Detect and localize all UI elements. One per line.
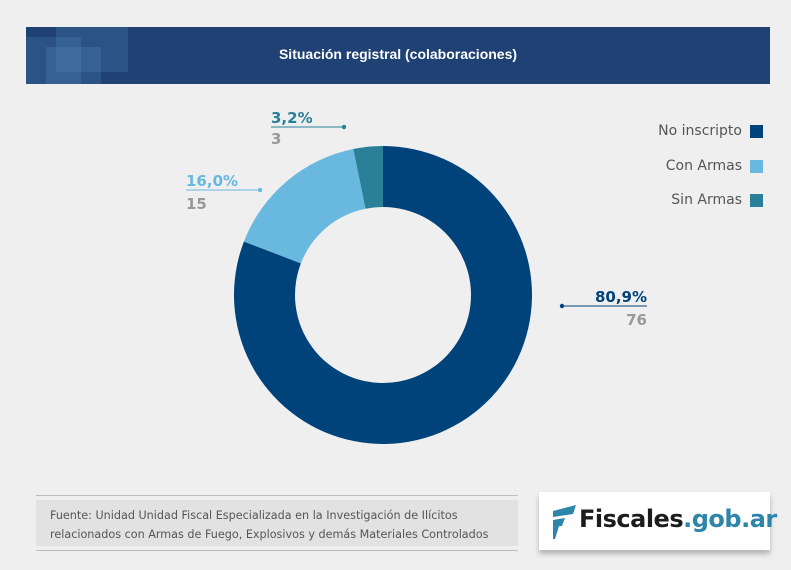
donut-slice-no-inscripto — [233, 146, 532, 444]
legend-item-sin-armas: Sin Armas — [671, 191, 763, 209]
chart-header: Situación registral (colaboraciones) — [26, 27, 770, 84]
legend-label: No inscripto — [658, 123, 742, 139]
logo-text-fiscales: Fiscales — [579, 505, 684, 533]
legend-label: Sin Armas — [671, 192, 742, 208]
source-line-1: Fuente: Unidad Unidad Fiscal Especializa… — [50, 509, 458, 522]
fiscales-logo: Fiscales.gob.ar — [539, 492, 777, 550]
donut-slice-sin-armas — [353, 146, 383, 209]
legend-swatch — [750, 159, 763, 173]
data-label-percent: 3,2% — [271, 109, 313, 127]
callout-dot — [341, 124, 347, 130]
legend-item-con-armas: Con Armas — [666, 157, 763, 175]
header-decoration — [46, 47, 101, 84]
data-label-percent: 16,0% — [186, 172, 238, 190]
header-decoration — [56, 27, 128, 72]
logo-text-gob-ar: .gob.ar — [683, 505, 777, 533]
callout-dot — [257, 187, 263, 193]
data-label-percent: 80,9% — [595, 288, 647, 306]
fiscales-f-logo-icon — [553, 505, 576, 539]
legend-item-no-inscripto: No inscripto — [658, 122, 763, 140]
legend-swatch — [750, 193, 763, 207]
source-line-2: relacionados con Armas de Fuego, Explosi… — [50, 528, 489, 541]
header-decoration — [26, 37, 81, 84]
data-label-count: 3 — [271, 130, 281, 148]
legend-swatch — [750, 124, 763, 138]
data-label-count: 76 — [626, 311, 647, 329]
legend-label: Con Armas — [665, 158, 742, 174]
donut-slice-con-armas — [243, 148, 366, 264]
chart-title: Situación registral (colaboraciones) — [278, 46, 518, 62]
data-label-count: 15 — [186, 195, 207, 213]
callout-dot — [559, 303, 565, 309]
source-note: Fuente: Unidad Unidad Fiscal Especializa… — [36, 495, 518, 551]
